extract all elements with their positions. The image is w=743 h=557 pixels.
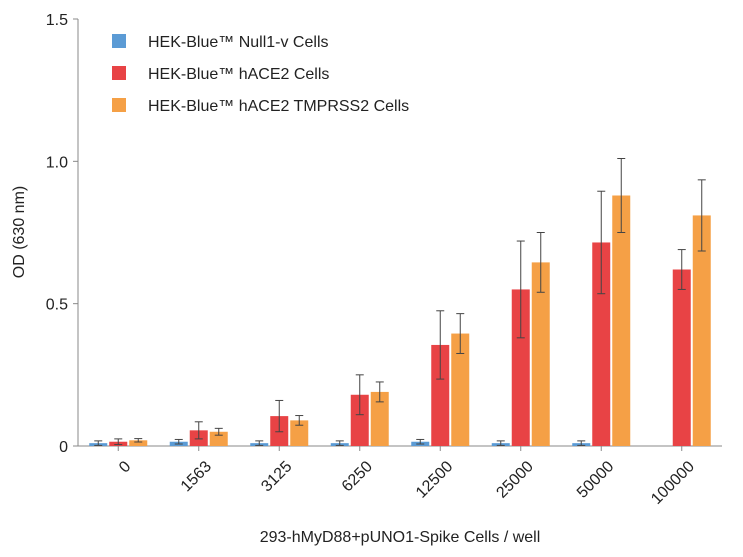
x-tick-label: 6250 <box>339 458 376 495</box>
bar <box>511 289 530 446</box>
error-bar <box>355 374 364 416</box>
error-bar <box>255 440 264 446</box>
bar <box>692 215 711 446</box>
bar <box>350 394 369 446</box>
error-bar <box>597 190 606 295</box>
error-bar <box>174 438 183 445</box>
bar <box>370 391 389 446</box>
error-bar <box>577 440 586 446</box>
x-tick-label: 3125 <box>258 458 295 495</box>
x-tick-label: 100000 <box>648 458 698 508</box>
x-tick-label: 1563 <box>178 458 215 495</box>
y-tick-label: 1.0 <box>46 154 68 171</box>
y-tick-label: 1.5 <box>46 12 68 29</box>
error-bar <box>375 381 384 403</box>
error-bar <box>516 240 525 339</box>
error-bar <box>194 421 203 440</box>
bar <box>209 431 228 446</box>
error-bar <box>416 438 425 445</box>
bar <box>612 195 631 446</box>
error-bar <box>134 438 143 443</box>
bar <box>451 333 470 446</box>
bar <box>672 269 691 446</box>
error-bar <box>456 313 465 354</box>
error-bar <box>436 310 445 380</box>
bar <box>129 440 148 446</box>
error-bar <box>214 427 223 436</box>
legend-swatch <box>112 98 126 112</box>
error-bar <box>536 232 545 293</box>
x-axis-label: 293-hMyD88+pUNO1-Spike Cells / well <box>260 529 541 546</box>
legend-label: HEK-Blue™ Null1-v Cells <box>148 34 329 51</box>
error-bar <box>697 179 706 252</box>
bar <box>290 420 309 446</box>
legend-swatch <box>112 34 126 48</box>
error-bar <box>617 157 626 233</box>
x-tick-label: 12500 <box>413 458 457 502</box>
error-bar <box>335 440 344 446</box>
y-tick-label: 0.5 <box>46 297 68 314</box>
y-axis-label: OD (630 nm) <box>11 186 28 278</box>
bar <box>531 262 550 446</box>
error-bar <box>677 249 686 290</box>
x-tick-label: 25000 <box>493 458 537 502</box>
error-bar <box>295 415 304 426</box>
error-bar <box>496 440 505 446</box>
x-tick-label: 50000 <box>574 458 618 502</box>
legend-swatch <box>112 66 126 80</box>
legend-label: HEK-Blue™ hACE2 Cells <box>148 66 329 83</box>
bar <box>592 242 611 446</box>
error-bar <box>94 440 103 446</box>
error-bar <box>275 399 284 433</box>
bar <box>431 344 450 446</box>
error-bar <box>114 438 123 446</box>
legend-label: HEK-Blue™ hACE2 TMPRSS2 Cells <box>148 98 409 115</box>
y-tick-label: 0 <box>59 439 68 456</box>
x-tick-label: 0 <box>116 458 134 476</box>
